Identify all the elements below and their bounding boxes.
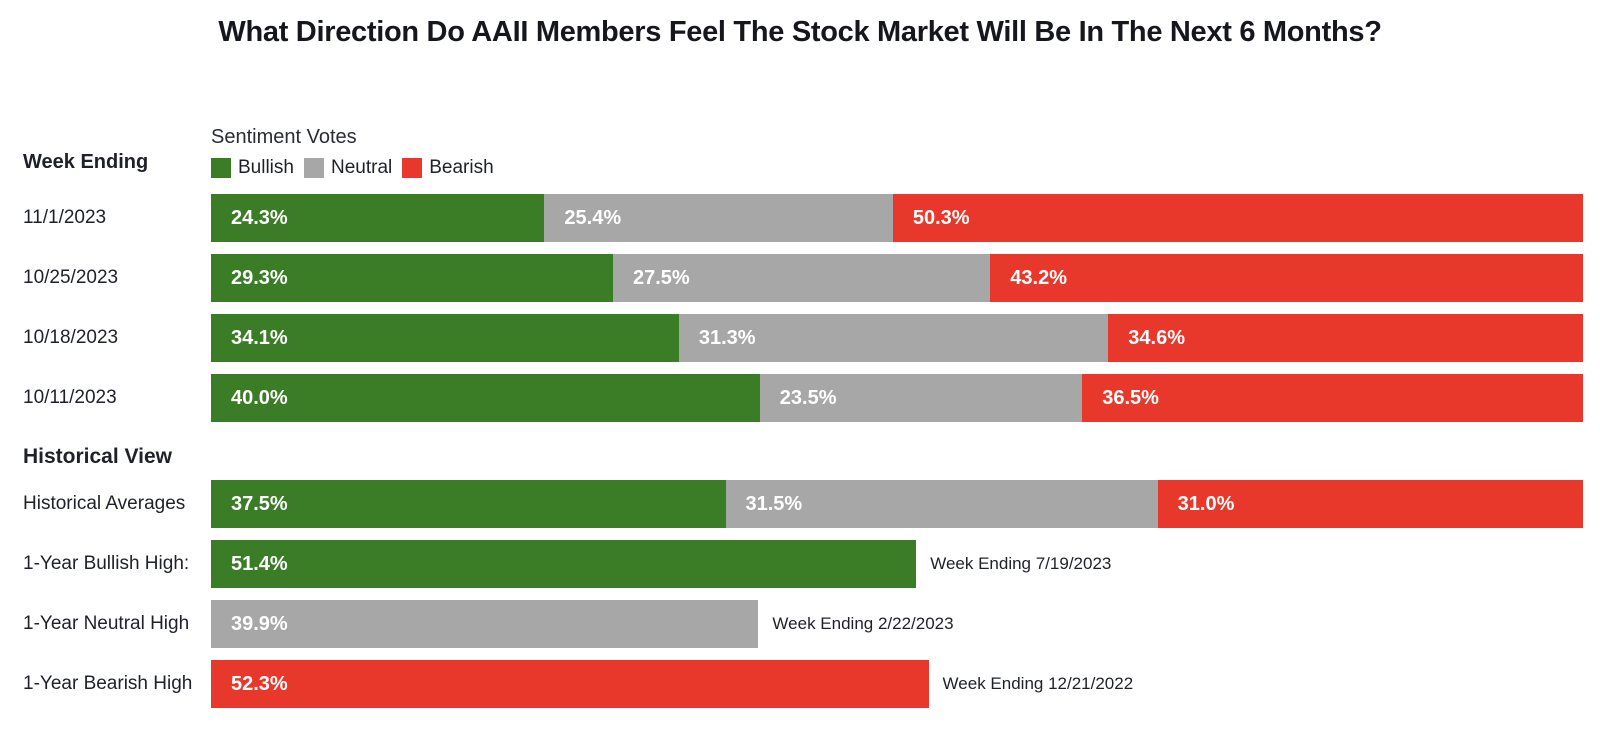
bar-value-label: 24.3% [231, 206, 288, 229]
legend-label: Bullish [238, 157, 294, 178]
legend-item-neutral: Neutral [303, 157, 393, 179]
bar-segment-bullish: 51.4% [211, 540, 917, 588]
legend-label: Bearish [429, 157, 494, 178]
bearish-swatch-icon [402, 158, 423, 178]
bar-track: 34.1% 31.3% 34.6% [211, 314, 1583, 362]
row-label: 11/1/2023 [23, 207, 107, 228]
bar-value-label: 23.5% [779, 386, 837, 409]
bar-value-label: 25.4% [564, 206, 622, 229]
bar-segment-neutral: 39.9% [211, 600, 759, 648]
chart-rows: 11/1/2023 24.3% 25.4% 50.3% 10/25/2023 29.3% 2… [0, 194, 1600, 720]
bar-value-label: 36.5% [1102, 386, 1159, 409]
bar-annotation: Week Ending 2/22/2023 [772, 614, 954, 633]
bar-segment-bearish: 43.2% [990, 254, 1583, 302]
bar-value-label: 39.9% [231, 612, 288, 635]
bar-track: 52.3% Week Ending 12/21/2022 [211, 660, 1583, 708]
bar-value-label: 43.2% [1010, 266, 1067, 289]
legend-items: Bullish Neutral Bearish [211, 157, 494, 179]
bar-annotation: Week Ending 7/19/2023 [930, 554, 1112, 573]
row-label: 10/25/2023 [23, 267, 119, 288]
chart-row: 11/1/2023 24.3% 25.4% 50.3% [0, 194, 1600, 242]
bar-value-label: 29.3% [231, 266, 288, 289]
chart-row: 10/11/2023 40.0% 23.5% 36.5% [0, 374, 1600, 422]
legend-title: Sentiment Votes [211, 126, 357, 148]
chart-row: 1-Year Neutral High 39.9% Week Ending 2/22… [0, 600, 1600, 648]
row-label: 1-Year Bullish High: [23, 553, 190, 574]
legend-item-bullish: Bullish [211, 157, 294, 179]
row-label: 10/18/2023 [23, 327, 119, 348]
bar-segment-neutral: 27.5% [612, 254, 991, 302]
row-label: 1-Year Neutral High [23, 613, 190, 634]
section-header-week-ending: Week Ending [23, 151, 149, 173]
bar-value-label: 51.4% [231, 552, 288, 575]
bar-track: 39.9% Week Ending 2/22/2023 [211, 600, 1583, 648]
bar-track: 37.5% 31.5% 31.0% [211, 480, 1583, 528]
bar-value-label: 37.5% [231, 492, 288, 515]
bar-value-label: 52.3% [231, 672, 288, 695]
bar-segment-bearish: 31.0% [1157, 480, 1583, 528]
bar-segment-bearish: 34.6% [1108, 314, 1583, 362]
chart-row: 1-Year Bullish High: 51.4% Week Ending 7/1… [0, 540, 1600, 588]
chart-title: What Direction Do AAII Members Feel The … [218, 16, 1382, 48]
bar-track: 51.4% Week Ending 7/19/2023 [211, 540, 1583, 588]
bar-annotation: Week Ending 12/21/2022 [942, 674, 1134, 693]
legend-item-bearish: Bearish [402, 157, 494, 179]
bar-segment-neutral: 31.3% [678, 314, 1109, 362]
bar-value-label: 34.1% [231, 326, 288, 349]
row-label: Historical Averages [23, 493, 186, 514]
bar-segment-bullish: 37.5% [211, 480, 726, 528]
bullish-swatch-icon [211, 158, 231, 178]
bar-value-label: 34.6% [1128, 326, 1185, 349]
chart-row: 1-Year Bearish High 52.3% Week Ending 12/2… [0, 660, 1600, 708]
bar-segment-bullish: 24.3% [211, 194, 545, 242]
bar-segment-bearish: 50.3% [892, 194, 1583, 242]
bar-value-label: 40.0% [231, 386, 288, 409]
bar-segment-bullish: 34.1% [211, 314, 679, 362]
section-header-historical-view: Historical View [23, 445, 173, 468]
chart-row: 10/18/2023 34.1% 31.3% 34.6% [0, 314, 1600, 362]
bar-value-label: 31.3% [698, 326, 756, 349]
bar-value-label: 31.0% [1177, 492, 1235, 515]
bar-value-label: 27.5% [632, 266, 690, 289]
bar-track: 24.3% 25.4% 50.3% [211, 194, 1583, 242]
bar-segment-neutral: 23.5% [759, 374, 1083, 422]
bar-segment-bullish: 29.3% [211, 254, 613, 302]
bar-value-label: 31.5% [745, 492, 803, 515]
chart-row: Historical Averages 37.5% 31.5% 31.0% [0, 480, 1600, 528]
chart-row: 10/25/2023 29.3% 27.5% 43.2% [0, 254, 1600, 302]
legend: Sentiment Votes Bullish Neutral Bearish [211, 126, 494, 179]
bar-track: 40.0% 23.5% 36.5% [211, 374, 1583, 422]
bar-value-label: 50.3% [912, 206, 970, 229]
bar-segment-neutral: 31.5% [725, 480, 1158, 528]
row-label: 10/11/2023 [23, 387, 117, 408]
bar-segment-neutral: 25.4% [544, 194, 893, 242]
legend-label: Neutral [330, 157, 393, 178]
row-label: 1-Year Bearish High [23, 673, 193, 694]
bar-segment-bearish: 52.3% [211, 660, 929, 708]
bar-segment-bullish: 40.0% [211, 374, 760, 422]
bar-segment-bearish: 36.5% [1082, 374, 1583, 422]
bar-track: 29.3% 27.5% 43.2% [211, 254, 1583, 302]
neutral-swatch-icon [303, 158, 324, 178]
